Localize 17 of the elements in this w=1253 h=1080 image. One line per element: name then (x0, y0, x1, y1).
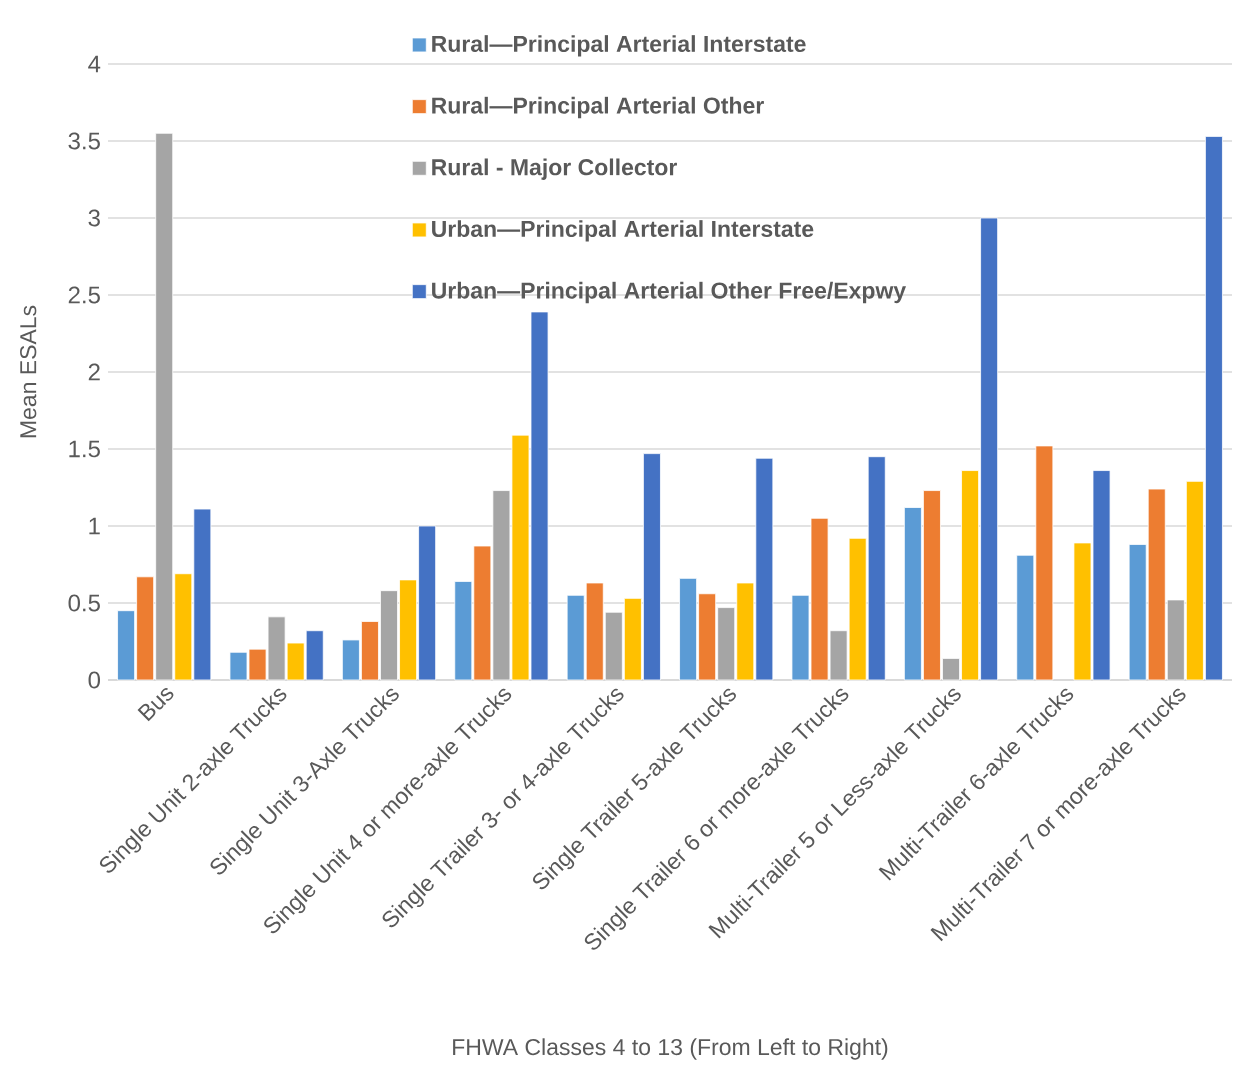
y-tick-label: 1 (89, 517, 100, 535)
legend-label: Rural—Principal Arterial Other (432, 96, 764, 119)
y-tick-label: 0.5 (68, 594, 100, 612)
y-axis-title: Mean ESALs (20, 305, 37, 438)
y-tick-label: 3.5 (68, 132, 100, 150)
x-tick-label: Bus (137, 688, 174, 722)
y-tick-label: 3 (88, 209, 100, 227)
legend-label: Urban—Principal Arterial Other Free/Expwy (432, 281, 907, 304)
y-tick-label: 1.5 (69, 440, 100, 458)
legend-label: Rural - Major Collector (432, 158, 677, 180)
y-tick-label: 4 (88, 55, 101, 73)
legend-label: Urban—Principal Arterial Interstate (432, 220, 814, 242)
x-axis-title: FHWA Classes 4 to 13 (From Left to Right) (453, 1038, 888, 1060)
y-tick-label: 2 (88, 363, 100, 381)
y-tick-label: 2.5 (68, 286, 100, 304)
y-tick-label: 0 (88, 671, 101, 689)
legend-label: Rural—Principal Arterial Interstate (432, 35, 806, 57)
